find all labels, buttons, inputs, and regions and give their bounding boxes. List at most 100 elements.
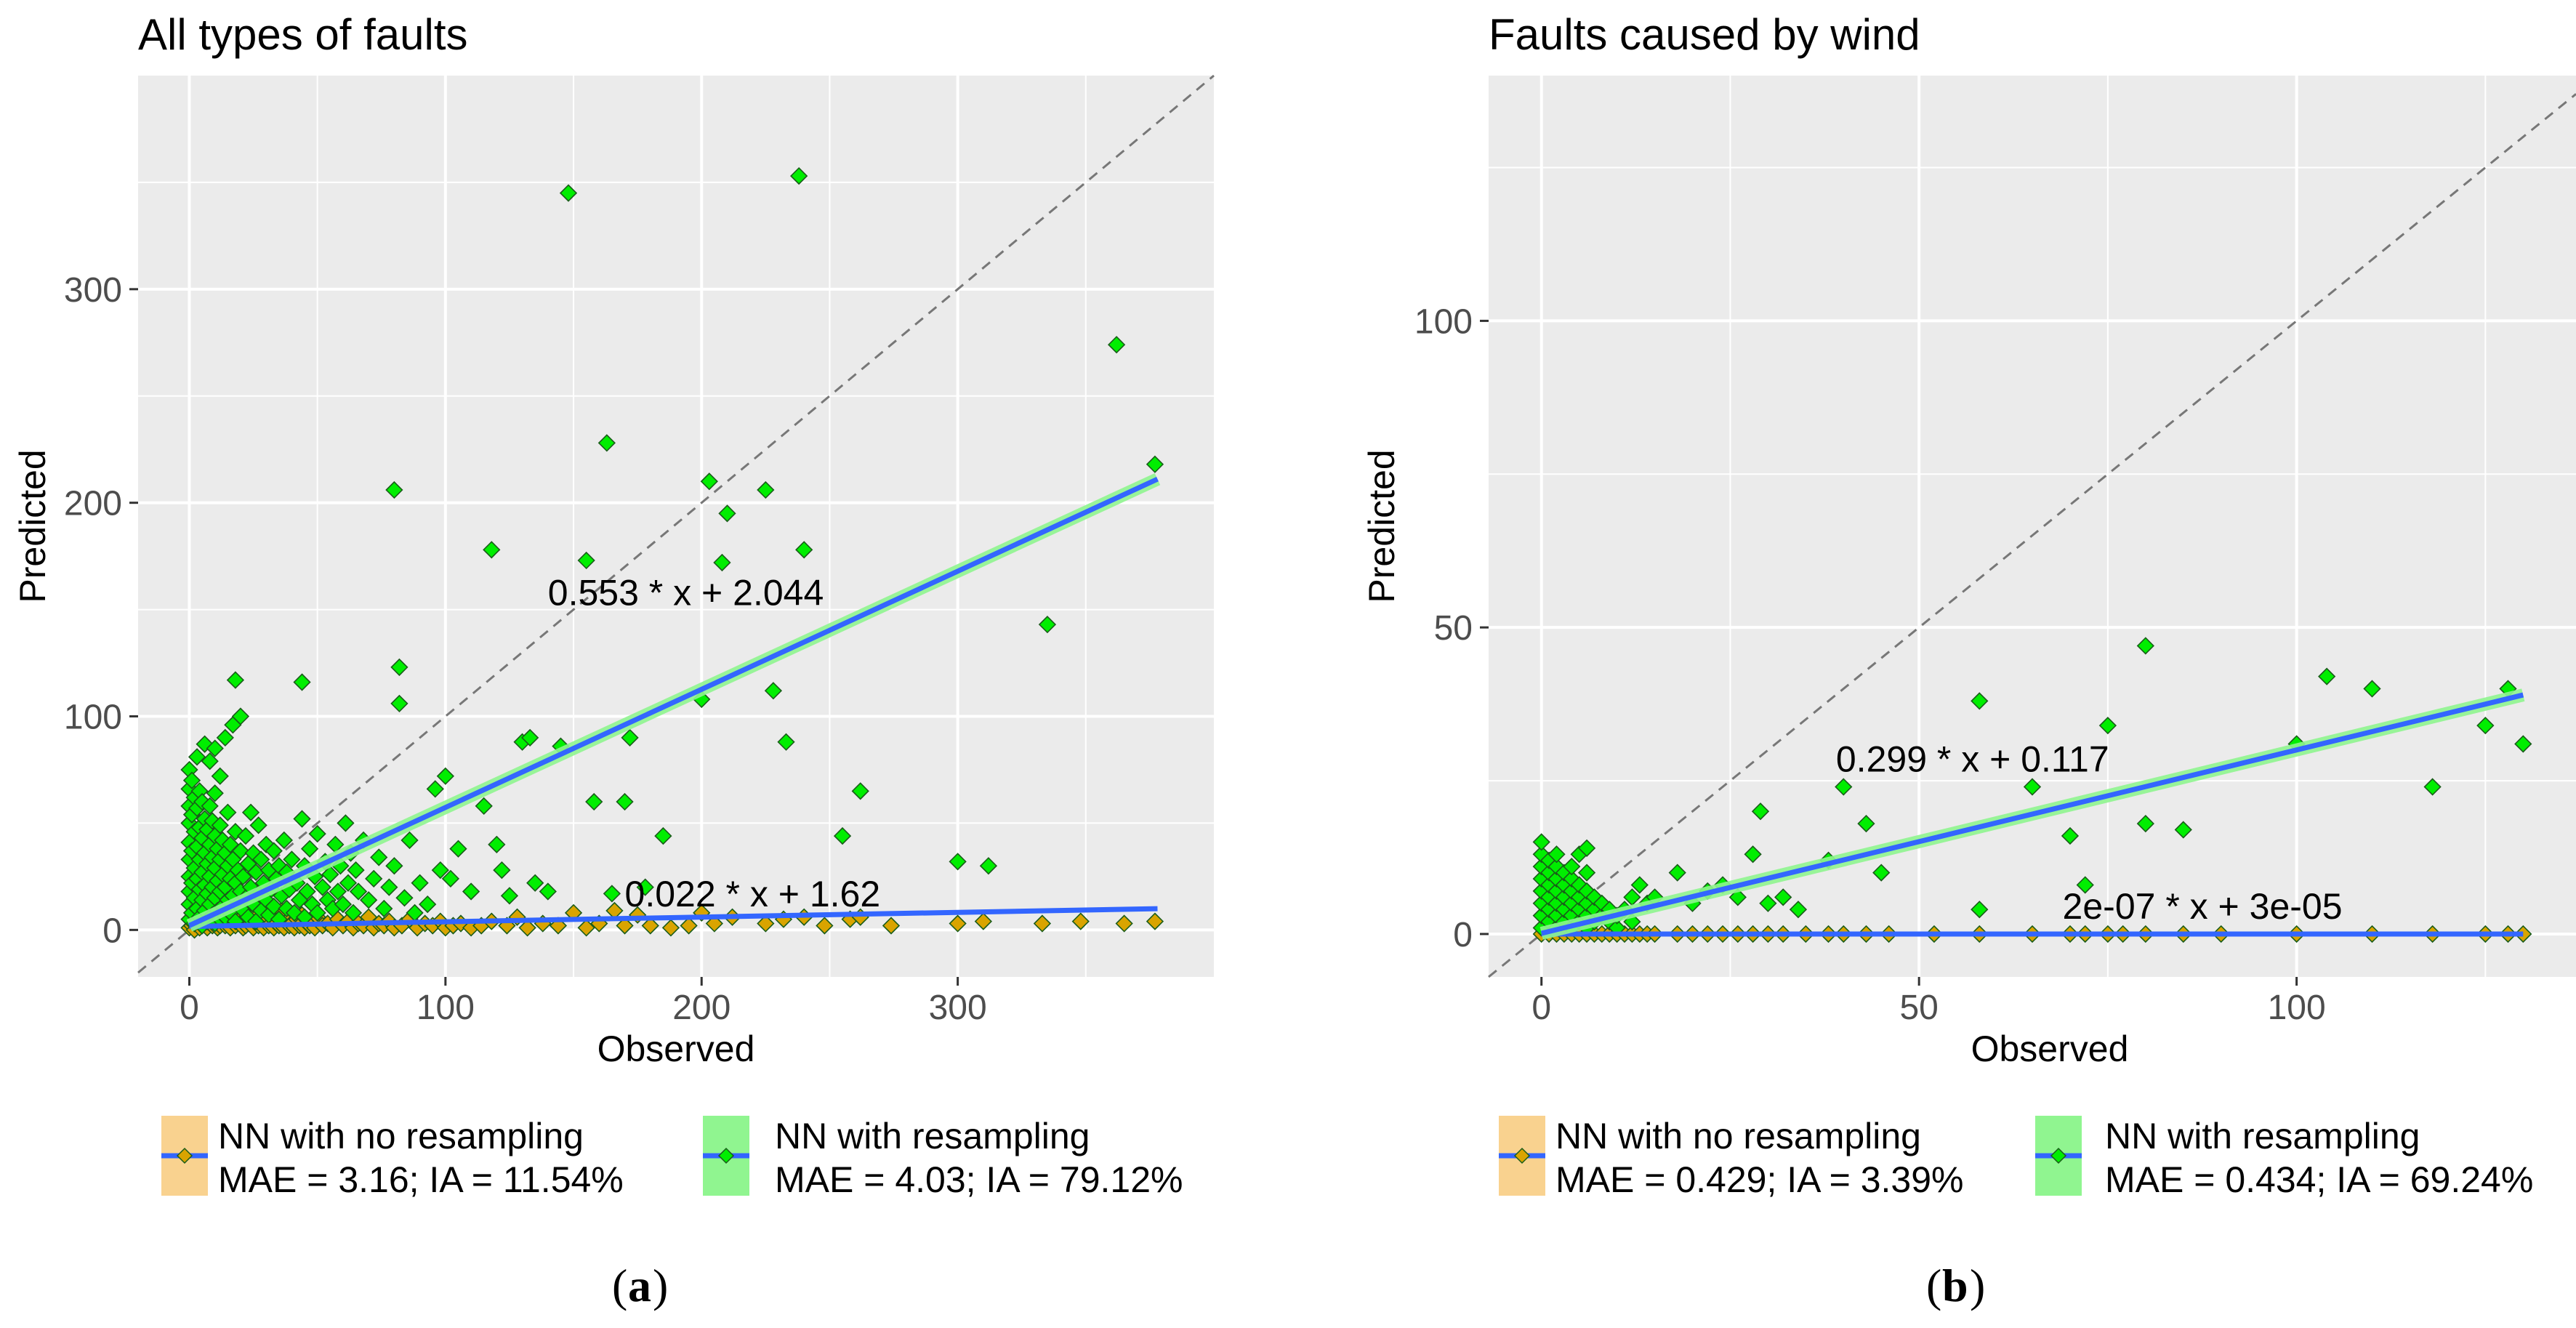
chart-a-x-tick-label: 100 — [416, 989, 475, 1027]
chart-a-point-resampling — [265, 897, 283, 916]
chart-a-point-no-resampling — [816, 917, 834, 935]
chart-a-point-resampling — [308, 904, 326, 922]
chart-a-point-resampling — [293, 810, 311, 828]
chart-a-point-resampling — [419, 895, 437, 914]
chart-a-point-no-resampling — [1033, 914, 1052, 933]
chart-b-series-resampling-points — [1532, 637, 2532, 937]
chart-a-point-resampling — [777, 733, 795, 751]
chart-b-x-tick-label: 50 — [1899, 989, 1938, 1027]
chart-a-regression-lines — [186, 472, 1161, 932]
chart-a-point-resampling — [265, 842, 283, 860]
chart-a-x-tick-label: 0 — [180, 989, 199, 1027]
chart-a-point-resampling — [500, 887, 519, 905]
chart-a-point-no-resampling — [974, 912, 992, 930]
chart-b-point-resampling — [1774, 888, 1792, 906]
chart-b-y-tick-label: 100 — [1414, 302, 1473, 341]
chart-a-point-resampling — [339, 874, 358, 892]
chart-a-point-no-resampling — [949, 914, 967, 933]
chart-a-point-resampling — [226, 671, 245, 689]
chart-a-point-no-resampling — [641, 917, 659, 935]
chart-b-point-resampling — [1563, 858, 1581, 876]
chart-b-point-resampling — [1789, 901, 1808, 919]
chart-a-point-no-resampling — [1146, 912, 1164, 930]
chart-a-point-resampling — [234, 867, 252, 886]
chart-b-point-resampling — [1577, 864, 1596, 882]
chart-b-x-ticks: 0 50 100 — [1531, 977, 2326, 1027]
chart-b-caption-letter: b — [1942, 1260, 1968, 1311]
chart-b-point-resampling — [1668, 864, 1686, 882]
chart-a-point-resampling — [395, 889, 414, 907]
chart-a-point-resampling — [483, 541, 501, 559]
chart-a-point-resampling — [385, 857, 403, 875]
chart-a-identity-line — [137, 74, 1215, 974]
chart-a-point-resampling — [488, 835, 506, 853]
chart-b-y-axis-title: Predicted — [1361, 449, 1402, 603]
chart-a-point-resampling — [559, 184, 578, 202]
chart-b-point-resampling — [1751, 802, 1770, 821]
chart-a-y-tick-label: 100 — [64, 699, 122, 737]
chart-a-point-resampling — [949, 853, 967, 871]
chart-a-equation-no-resampling: 0.022 * x + 1.62 — [625, 874, 881, 914]
chart-a-point-resampling — [539, 882, 557, 901]
chart-b-point-resampling — [2098, 717, 2117, 735]
chart-a-point-resampling — [621, 728, 639, 747]
chart-a-point-resampling — [585, 792, 603, 811]
chart-a-point-resampling — [449, 840, 467, 858]
chart-b-point-resampling — [1759, 894, 1777, 912]
chart-b-legend-label-resampling: NN with resampling — [2105, 1116, 2420, 1156]
chart-a-point-resampling — [206, 784, 224, 802]
chart-a-point-resampling — [347, 861, 365, 880]
chart-b-point-resampling — [1971, 901, 1989, 919]
chart-a-legend-stats-resampling: MAE = 4.03; IA = 79.12% — [775, 1159, 1183, 1200]
chart-a-point-resampling — [577, 551, 595, 570]
chart-b-fit-line-resampling — [1540, 692, 2524, 936]
chart-a-point-resampling — [851, 782, 869, 800]
chart-b-x-tick-label: 100 — [2268, 989, 2326, 1027]
chart-a-point-resampling — [521, 728, 539, 747]
chart-a-point-resampling — [700, 472, 718, 491]
chart-b-identity-line — [1488, 93, 2576, 978]
chart-b-point-resampling — [2514, 735, 2532, 753]
chart-a-point-resampling — [206, 739, 224, 757]
chart-a-point-resampling — [298, 882, 316, 901]
chart-a-point-resampling — [1107, 336, 1126, 354]
chart-a-point-resampling — [344, 904, 363, 922]
chart-a-point-resampling — [654, 826, 672, 845]
chart-b-equation-resampling: 0.299 * x + 0.117 — [1836, 739, 2109, 779]
chart-a-point-resampling — [201, 752, 219, 770]
chart-a-point-resampling — [196, 735, 214, 753]
chart-a-point-resampling — [241, 803, 260, 821]
chart-b-reference-line — [1488, 93, 2576, 978]
chart-a-point-resampling — [475, 797, 493, 816]
chart-a-point-resampling — [249, 816, 267, 834]
chart-b-caption: ( b ) — [1926, 1260, 1985, 1311]
chart-b-x-tick-label: 0 — [1531, 989, 1551, 1027]
chart-a-legend: NN with no resampling MAE = 3.16; IA = 1… — [161, 1116, 1183, 1200]
chart-a-point-resampling — [603, 885, 621, 903]
chart-a-point-resampling — [597, 434, 616, 452]
chart-a-point-resampling — [370, 848, 388, 866]
chart-a-point-resampling — [308, 824, 326, 843]
chart-b-point-resampling — [2136, 814, 2154, 833]
chart-b-title: Faults caused by wind — [1489, 10, 1920, 59]
chart-a-point-resampling — [182, 771, 201, 789]
chart-a-point-no-resampling — [661, 919, 680, 937]
chart-a-point-resampling — [401, 831, 419, 850]
chart-b-point-resampling — [2174, 821, 2192, 839]
chart-b-legend-stats-no-resampling: MAE = 0.429; IA = 3.39% — [1555, 1159, 1963, 1200]
chart-a-point-no-resampling — [705, 914, 723, 933]
chart-b-point-resampling — [1744, 845, 1762, 864]
chart-a-point-resampling — [616, 792, 634, 811]
chart-a-point-resampling — [252, 850, 270, 869]
chart-a-point-resampling — [757, 480, 775, 499]
chart-a-point-resampling — [790, 166, 808, 185]
chart-b-plot-background — [1489, 76, 2576, 977]
chart-a-point-resampling — [211, 767, 229, 785]
svg-text:): ) — [1970, 1260, 1985, 1311]
chart-b-point-resampling — [2076, 876, 2094, 894]
chart-a-y-tick-label: 300 — [64, 271, 122, 310]
chart-a-point-resampling — [313, 878, 331, 896]
svg-text:): ) — [653, 1260, 668, 1311]
chart-a-legend-key-resampling — [703, 1116, 749, 1196]
chart-b-point-resampling — [1857, 814, 1875, 833]
